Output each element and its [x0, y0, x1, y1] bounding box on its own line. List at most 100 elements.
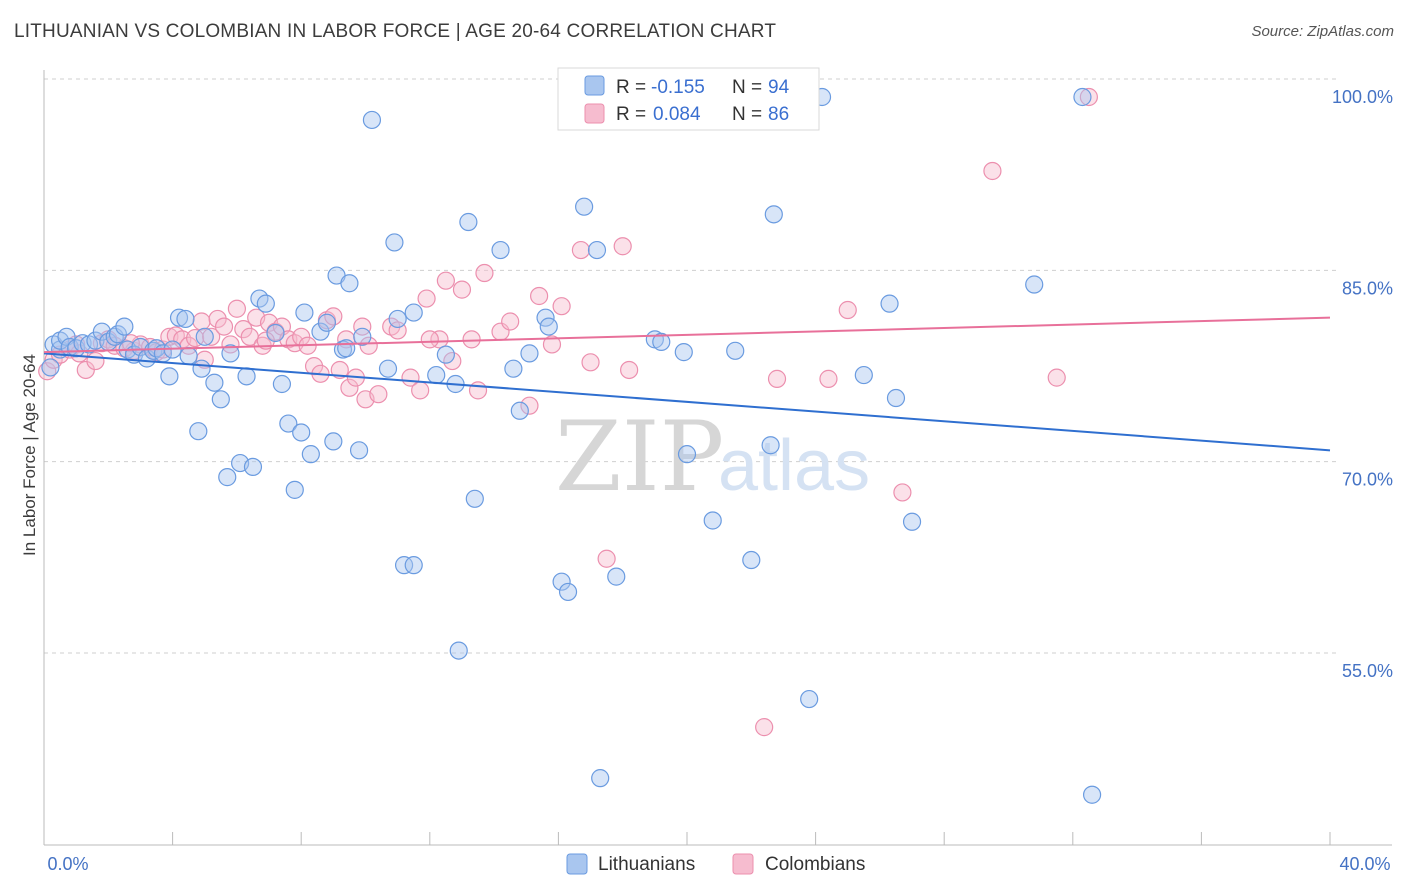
lithuanians-point	[272, 374, 292, 394]
colombians-point	[330, 360, 349, 380]
lithuanians-point	[520, 344, 539, 363]
lithuanians-point	[742, 550, 761, 570]
colombians-point	[227, 299, 246, 318]
colombians-point	[542, 335, 562, 354]
lithuanians-point	[558, 582, 578, 602]
lithuanians-point	[1073, 87, 1092, 107]
y-tick-label: 55.0%	[1342, 661, 1393, 681]
colombians-point	[893, 483, 912, 502]
lithuanians-point	[115, 317, 134, 336]
lithuanians-point	[211, 390, 230, 409]
axes	[43, 70, 1392, 846]
colombians-point	[819, 369, 838, 388]
legend-n-label-1: N =	[732, 77, 762, 98]
legend-n-label-2: N =	[732, 104, 762, 125]
colombians-point	[86, 351, 105, 371]
colombians-point	[597, 549, 616, 568]
lithuanians-point	[677, 445, 697, 464]
lithuanians-point	[510, 401, 529, 420]
lithuanians-point	[761, 436, 780, 455]
lithuanians-point	[192, 359, 211, 378]
colombians-point	[420, 330, 439, 349]
bottom-legend-swatch-colombians	[732, 853, 754, 875]
colombians-point	[192, 312, 211, 331]
lithuanians-point	[404, 556, 423, 575]
colombians-point	[838, 300, 857, 320]
lithuanians-point	[221, 344, 240, 363]
colombians-point	[462, 330, 481, 349]
trend-lines	[43, 316, 1331, 452]
colombians-point	[530, 286, 549, 306]
lithuanians-point	[266, 323, 285, 343]
lithuanians-point	[311, 322, 330, 341]
lithuanians-point	[427, 365, 446, 385]
colombians-point	[613, 237, 632, 256]
x-tick-labels: 0.0% 40.0%	[47, 854, 1390, 874]
colombians-point	[452, 280, 472, 299]
legend-n-value-1: 94	[768, 77, 790, 98]
y-tick-label: 100.0%	[1332, 87, 1393, 107]
lithuanians-point	[176, 309, 195, 329]
watermark-zip: ZIP	[555, 401, 724, 513]
bottom-legend-swatch-lithuanians	[566, 853, 588, 875]
lithuanians-point	[237, 367, 256, 386]
lithuanians-point	[378, 359, 398, 378]
bottom-legend-colombians: Colombians	[765, 854, 865, 875]
legend-swatch-pink	[584, 103, 605, 124]
lithuanians-point	[465, 489, 484, 508]
lithuanians-point	[41, 358, 60, 377]
colombians-point	[581, 353, 600, 372]
lithuanians-point	[449, 641, 468, 660]
lithuanians-point	[169, 308, 189, 327]
colombians-point	[571, 240, 591, 260]
lithuanians-point	[86, 331, 105, 350]
chart-title: LITHUANIAN VS COLOMBIAN IN LABOR FORCE |…	[14, 21, 777, 42]
lithuanians-point	[160, 367, 179, 386]
lithuanians-point	[1025, 275, 1044, 294]
lithuanians-point	[607, 567, 626, 586]
x-tick-label: 40.0%	[1339, 854, 1390, 874]
lithuanians-point	[317, 313, 337, 332]
gridlines	[44, 78, 1340, 654]
legend-n-value-2: 86	[768, 104, 789, 125]
colombians-point	[520, 396, 539, 415]
lithuanians-point	[674, 343, 693, 362]
lithuanians-point	[285, 480, 304, 499]
lithuanians-point	[295, 303, 314, 322]
legend-r-label-1: R =	[616, 77, 646, 98]
lithuanians-point	[886, 388, 906, 408]
lithuanians-point	[243, 457, 263, 477]
chart-source: Source: ZipAtlas.com	[1251, 23, 1394, 40]
lithuanians-point	[491, 240, 510, 260]
colombians-point	[417, 289, 436, 308]
lithuanians-point	[256, 294, 275, 313]
colombians-point	[755, 718, 774, 737]
lithuanians-point	[394, 556, 414, 575]
lithuanians-point	[902, 512, 922, 531]
lithuanians-point	[179, 346, 198, 366]
colombians-point	[340, 378, 359, 397]
colombians-point	[369, 385, 388, 404]
lithuanians-point	[764, 205, 783, 224]
top-legend: R = -0.155 N = 94 R = 0.084 N = 86	[557, 67, 820, 131]
lithuanians-point	[292, 423, 311, 442]
lithuanians-point	[652, 332, 671, 352]
lithuanians-point	[349, 441, 369, 460]
y-tick-label: 85.0%	[1342, 278, 1393, 298]
lithuanians-point	[324, 432, 343, 451]
y-axis-title: In Labor Force | Age 20-64	[20, 354, 39, 556]
colombians-point	[359, 336, 378, 355]
lithuanians-point	[404, 303, 423, 322]
colombians-point	[475, 263, 494, 283]
colombians-point	[767, 369, 787, 388]
lithuanians-point	[218, 468, 237, 487]
lithuanians-points	[41, 87, 1102, 804]
lithuanians-point	[552, 572, 571, 591]
lithuanians-point	[880, 294, 899, 313]
colombians-point	[256, 331, 275, 350]
lithuanians-point	[195, 327, 214, 346]
colombians-point	[620, 360, 639, 380]
lithuanians-point	[587, 240, 607, 260]
colombians-point	[411, 381, 430, 400]
